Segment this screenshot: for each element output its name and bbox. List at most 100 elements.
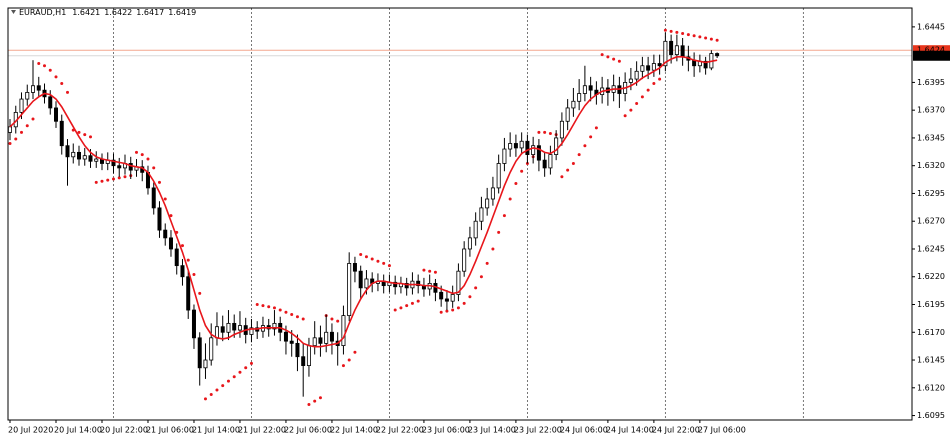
sar-dot [284, 310, 288, 314]
candle-body [318, 337, 323, 344]
candle-body [214, 326, 219, 339]
candle-body [272, 322, 277, 330]
sar-dot [146, 157, 150, 161]
candle-body [393, 281, 398, 288]
sar-dot [439, 310, 443, 314]
plot-frame [7, 7, 913, 421]
candle-body [163, 229, 168, 239]
sar-dot [577, 153, 581, 157]
candle-body [151, 187, 156, 209]
sar-dot [60, 82, 64, 86]
sar-dot [244, 366, 248, 370]
sar-dot [111, 177, 115, 181]
sar-dot [31, 117, 35, 121]
candle-body [559, 120, 564, 139]
sar-dot [215, 388, 219, 392]
candle-body [76, 151, 81, 160]
sar-dot [479, 275, 483, 279]
sar-dot [100, 179, 104, 183]
candle-body [416, 280, 421, 287]
sar-dot [48, 68, 52, 72]
candle-body [301, 356, 306, 366]
candle-body [94, 158, 99, 162]
sar-dot [226, 379, 230, 383]
sar-dot [54, 75, 58, 79]
candle-body [565, 107, 570, 122]
sar-dot [359, 253, 363, 257]
sar-dot [255, 303, 259, 307]
candle-body [536, 145, 541, 161]
candle-body [19, 98, 24, 113]
sar-dot [451, 308, 455, 312]
sar-dot [462, 301, 466, 305]
sar-dot [560, 175, 564, 179]
sar-dot [698, 35, 702, 39]
candle-body [329, 331, 334, 342]
sar-dot [600, 53, 604, 57]
sar-dot [399, 306, 403, 310]
candle-body [496, 163, 501, 189]
candle-body [674, 45, 679, 56]
sar-dot [709, 37, 713, 41]
candle-body [31, 85, 36, 93]
candle-body [582, 85, 587, 94]
y-tick-label: 1.6295 [917, 189, 945, 198]
sar-dot [318, 396, 322, 400]
candle-body [117, 165, 122, 169]
sar-dot [514, 181, 518, 185]
x-tick-label: 23 Jul 14:00 [468, 426, 516, 435]
sar-dot [152, 166, 156, 170]
candle-body [65, 145, 70, 158]
sar-dot [37, 62, 41, 66]
sar-dot [186, 258, 190, 262]
sar-dot [612, 57, 616, 61]
sar-dot [428, 269, 432, 273]
candle-body [715, 53, 720, 57]
candle-body [467, 237, 472, 250]
sar-dot [704, 36, 708, 40]
symbol-icon [11, 10, 16, 14]
sar-dot [249, 361, 253, 365]
sar-dot [548, 131, 552, 135]
candle-body [186, 276, 191, 311]
candle-body [703, 60, 708, 69]
candle-body [8, 126, 13, 133]
x-tick-label: 24 Jul 14:00 [606, 426, 654, 435]
sar-dot [382, 261, 386, 265]
sar-dot [278, 308, 282, 312]
sar-dot [370, 257, 374, 261]
sar-dot [238, 370, 242, 374]
sar-dot [537, 130, 541, 134]
grid [113, 8, 804, 420]
candle-body [180, 265, 185, 278]
sar-dot [123, 175, 127, 179]
x-tick-label: 24 Jul 06:00 [560, 426, 608, 435]
candle-body [312, 337, 317, 346]
candle-body [283, 331, 288, 342]
sar-dot [376, 259, 380, 263]
candle-body [111, 159, 116, 167]
sar-dot [663, 28, 667, 32]
candle-body [634, 70, 639, 80]
x-tick-label: 22 Jul 14:00 [330, 426, 378, 435]
sar-dot [520, 169, 524, 173]
candle-body [640, 65, 645, 72]
candle-body [197, 337, 202, 369]
candle-body [295, 342, 300, 358]
y-tick-label: 1.6195 [917, 300, 945, 309]
candle-body [203, 359, 208, 369]
candle-body [444, 298, 449, 302]
candle-body [232, 322, 237, 331]
sar-dot [583, 144, 587, 148]
candle-body [669, 40, 674, 56]
y-tick-label: 1.6095 [917, 411, 945, 420]
sar-dot [416, 299, 420, 303]
sar-dot [715, 38, 719, 42]
sar-dot [313, 399, 317, 403]
y-tick-label: 1.6145 [917, 356, 945, 365]
candle-body [358, 270, 363, 289]
y-tick-label: 1.6120 [917, 383, 945, 392]
sar-dot [203, 397, 207, 401]
candle-body [554, 137, 559, 155]
